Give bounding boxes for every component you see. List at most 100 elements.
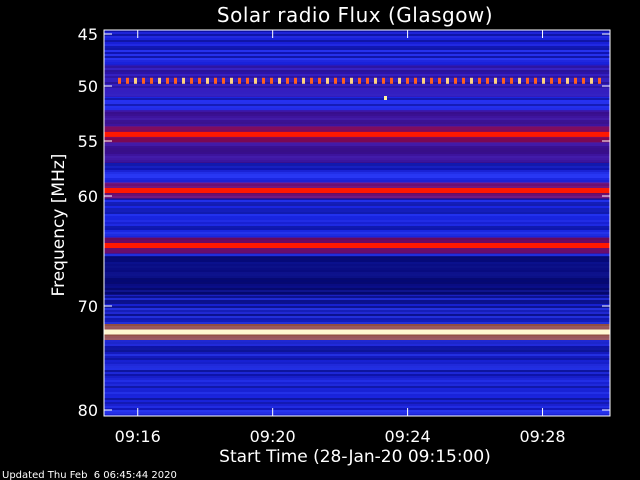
band-dash <box>318 77 321 84</box>
noise-stripe <box>104 78 610 80</box>
emission-band <box>104 243 610 248</box>
emission-band <box>104 131 610 137</box>
band-dash <box>158 77 161 84</box>
band-dash <box>566 77 569 84</box>
noise-stripe <box>104 346 610 348</box>
noise-stripe <box>104 394 610 396</box>
noise-stripe <box>104 320 610 322</box>
noise-stripe <box>104 164 610 166</box>
band-dash <box>190 77 193 84</box>
noise-stripe <box>104 96 610 98</box>
noise-stripe <box>104 300 610 302</box>
noise-stripe <box>104 36 610 38</box>
y-tick-label: 45 <box>78 25 98 44</box>
noise-stripe <box>104 364 610 366</box>
band-dash <box>182 77 185 84</box>
band-dash <box>174 77 177 84</box>
noise-stripe <box>104 62 610 64</box>
noise-stripe <box>104 318 610 320</box>
band-dash <box>262 77 265 84</box>
noise-stripe <box>104 46 610 48</box>
band-dash <box>590 77 593 84</box>
noise-stripe <box>104 406 610 408</box>
noise-stripe <box>104 224 610 226</box>
band-dash <box>222 77 225 84</box>
band-dash <box>510 77 513 84</box>
noise-stripe <box>104 198 610 200</box>
band-dash <box>286 77 289 84</box>
noise-stripe <box>104 66 610 68</box>
noise-stripe <box>104 376 610 378</box>
band-dash <box>446 77 449 84</box>
noise-stripe <box>104 204 610 206</box>
noise-stripe <box>104 374 610 376</box>
noise-stripe <box>104 296 610 298</box>
noise-stripe <box>104 304 610 306</box>
band-dash <box>326 77 329 84</box>
noise-stripe <box>104 170 610 172</box>
noise-stripe <box>104 64 610 66</box>
noise-stripe <box>104 232 610 234</box>
noise-stripe <box>104 108 610 110</box>
band-dash <box>486 77 489 84</box>
noise-stripe <box>104 168 610 170</box>
dark-band-region <box>104 256 610 295</box>
band-dash <box>214 77 217 84</box>
band-dash <box>126 77 129 84</box>
purple-band-region <box>104 65 610 97</box>
x-tick-label: 09:28 <box>519 427 565 446</box>
noise-stripe <box>104 92 610 94</box>
noise-stripe <box>104 398 610 400</box>
noise-stripe <box>104 214 610 216</box>
band-dash <box>406 77 409 84</box>
emission-band <box>104 188 610 193</box>
x-tick-label: 09:20 <box>250 427 296 446</box>
noise-stripe <box>104 50 610 52</box>
band-dash <box>350 77 353 84</box>
band-dash <box>478 77 481 84</box>
band-dash <box>310 77 313 84</box>
noise-stripe <box>104 388 610 390</box>
x-tick-label: 09:24 <box>385 427 431 446</box>
noise-stripe <box>104 44 610 46</box>
noise-stripe <box>104 306 610 308</box>
band-dash <box>230 77 233 84</box>
noise-stripe <box>104 40 610 42</box>
noise-stripe <box>104 310 610 312</box>
noise-stripe <box>104 380 610 382</box>
band-dash <box>246 77 249 84</box>
noise-stripe <box>104 348 610 350</box>
band-dash <box>438 77 441 84</box>
band-dash <box>142 77 145 84</box>
noise-stripe <box>104 410 610 412</box>
noise-stripe <box>104 360 610 362</box>
band-dash <box>270 77 273 84</box>
noise-stripe <box>104 358 610 360</box>
band-dash <box>334 77 337 84</box>
band-dash <box>342 77 345 84</box>
noise-stripe <box>104 70 610 72</box>
band-dash <box>462 77 465 84</box>
noise-stripe <box>104 414 610 416</box>
noise-stripe <box>104 404 610 406</box>
noise-stripe <box>104 42 610 44</box>
noise-stripe <box>104 72 610 74</box>
band-dash <box>358 77 361 84</box>
noise-stripe <box>104 342 610 344</box>
noise-stripe <box>104 228 610 230</box>
noise-stripe <box>104 350 610 352</box>
noise-stripe <box>104 52 610 54</box>
band-dash <box>390 77 393 84</box>
noise-stripe <box>104 74 610 76</box>
noise-stripe <box>104 234 610 236</box>
noise-stripe <box>104 208 610 210</box>
noise-stripe <box>104 172 610 174</box>
band-dash <box>198 77 201 84</box>
noise-stripe <box>104 402 610 404</box>
band-dash <box>518 77 521 84</box>
noise-stripe <box>104 226 610 228</box>
noise-stripe <box>104 298 610 300</box>
band-dash <box>374 77 377 84</box>
band-dash <box>558 77 561 84</box>
noise-stripe <box>104 30 610 32</box>
